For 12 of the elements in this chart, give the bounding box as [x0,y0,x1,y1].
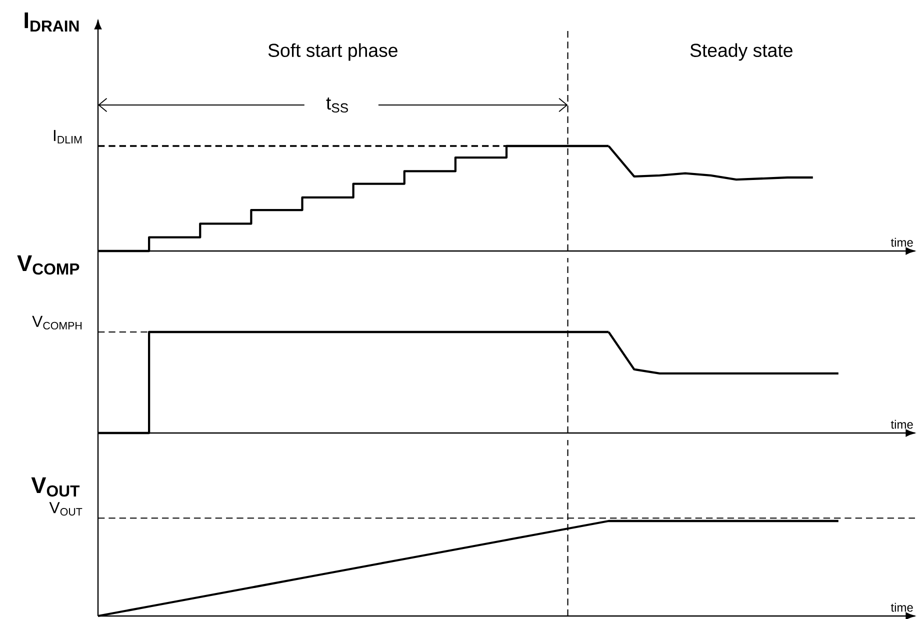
text: t$_{SS}$ [326,97,348,113]
y-axis-title: V$_{OUT}$ [31,477,80,497]
y-axis-title: V$_{COMP}$ [17,255,80,275]
text: Soft start phase [268,43,398,61]
x-axis-title: time [890,602,913,612]
x-axis-title: time [890,420,913,429]
text: Steady state [690,43,792,61]
ref-line-label: I$_{DLIM}$ [54,130,82,144]
x-axis-title: time [890,238,913,247]
y-axis-title: I$_{DRAIN}$ [24,12,79,32]
ref-line-label: V$_{OUT}$ [49,502,82,516]
ref-line-label: V$_{COMPH}$ [32,316,82,330]
